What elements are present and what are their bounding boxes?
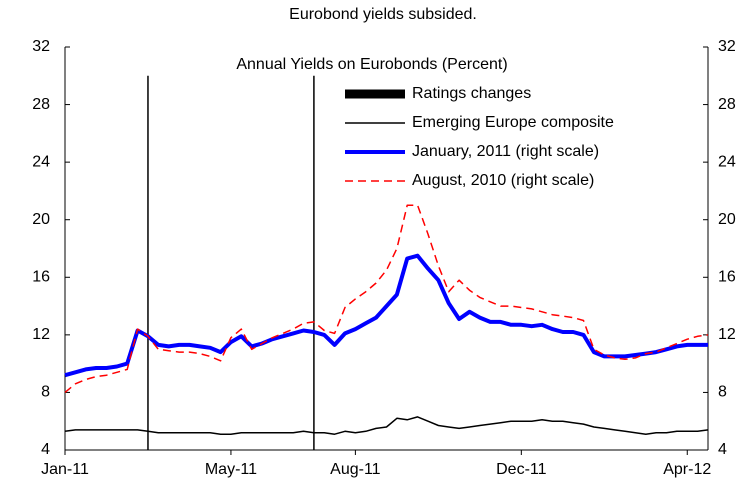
y2-tick-label: 16 (718, 269, 736, 286)
y-tick-label: 28 (32, 96, 50, 113)
y2-tick-label: 32 (718, 38, 736, 55)
x-tick-label: May-11 (205, 461, 257, 478)
y-tick-label: 32 (32, 38, 50, 55)
y-tick-label: 8 (41, 384, 50, 401)
x-tick-label: Jan-11 (41, 461, 89, 478)
chart-title: Eurobond yields subsided. (289, 6, 477, 23)
y-tick-label: 16 (32, 269, 50, 286)
series-line (64, 253, 708, 378)
legend-label: August, 2010 (right scale) (412, 172, 594, 189)
y2-tick-label: 8 (718, 384, 727, 401)
legend-label: January, 2011 (right scale) (412, 143, 599, 160)
y2-tick-label: 28 (718, 96, 736, 113)
legend-label: Emerging Europe composite (412, 114, 614, 131)
y-tick-label: 20 (32, 211, 50, 228)
y2-tick-label: 4 (718, 441, 727, 458)
series-line (64, 204, 709, 393)
x-tick-label: Dec-11 (496, 461, 546, 478)
y-tick-label: 12 (32, 326, 50, 343)
y2-tick-label: 20 (718, 211, 736, 228)
x-tick-label: Apr-12 (663, 461, 711, 478)
x-tick-label: Aug-11 (330, 461, 381, 478)
series-line (64, 416, 709, 435)
y-tick-label: 4 (41, 441, 50, 458)
chart-subtitle: Annual Yields on Eurobonds (Percent) (236, 56, 507, 73)
y2-tick-label: 24 (718, 153, 736, 170)
y-tick-label: 24 (32, 153, 50, 170)
legend-label: Ratings changes (412, 85, 531, 102)
y2-tick-label: 12 (718, 326, 736, 343)
